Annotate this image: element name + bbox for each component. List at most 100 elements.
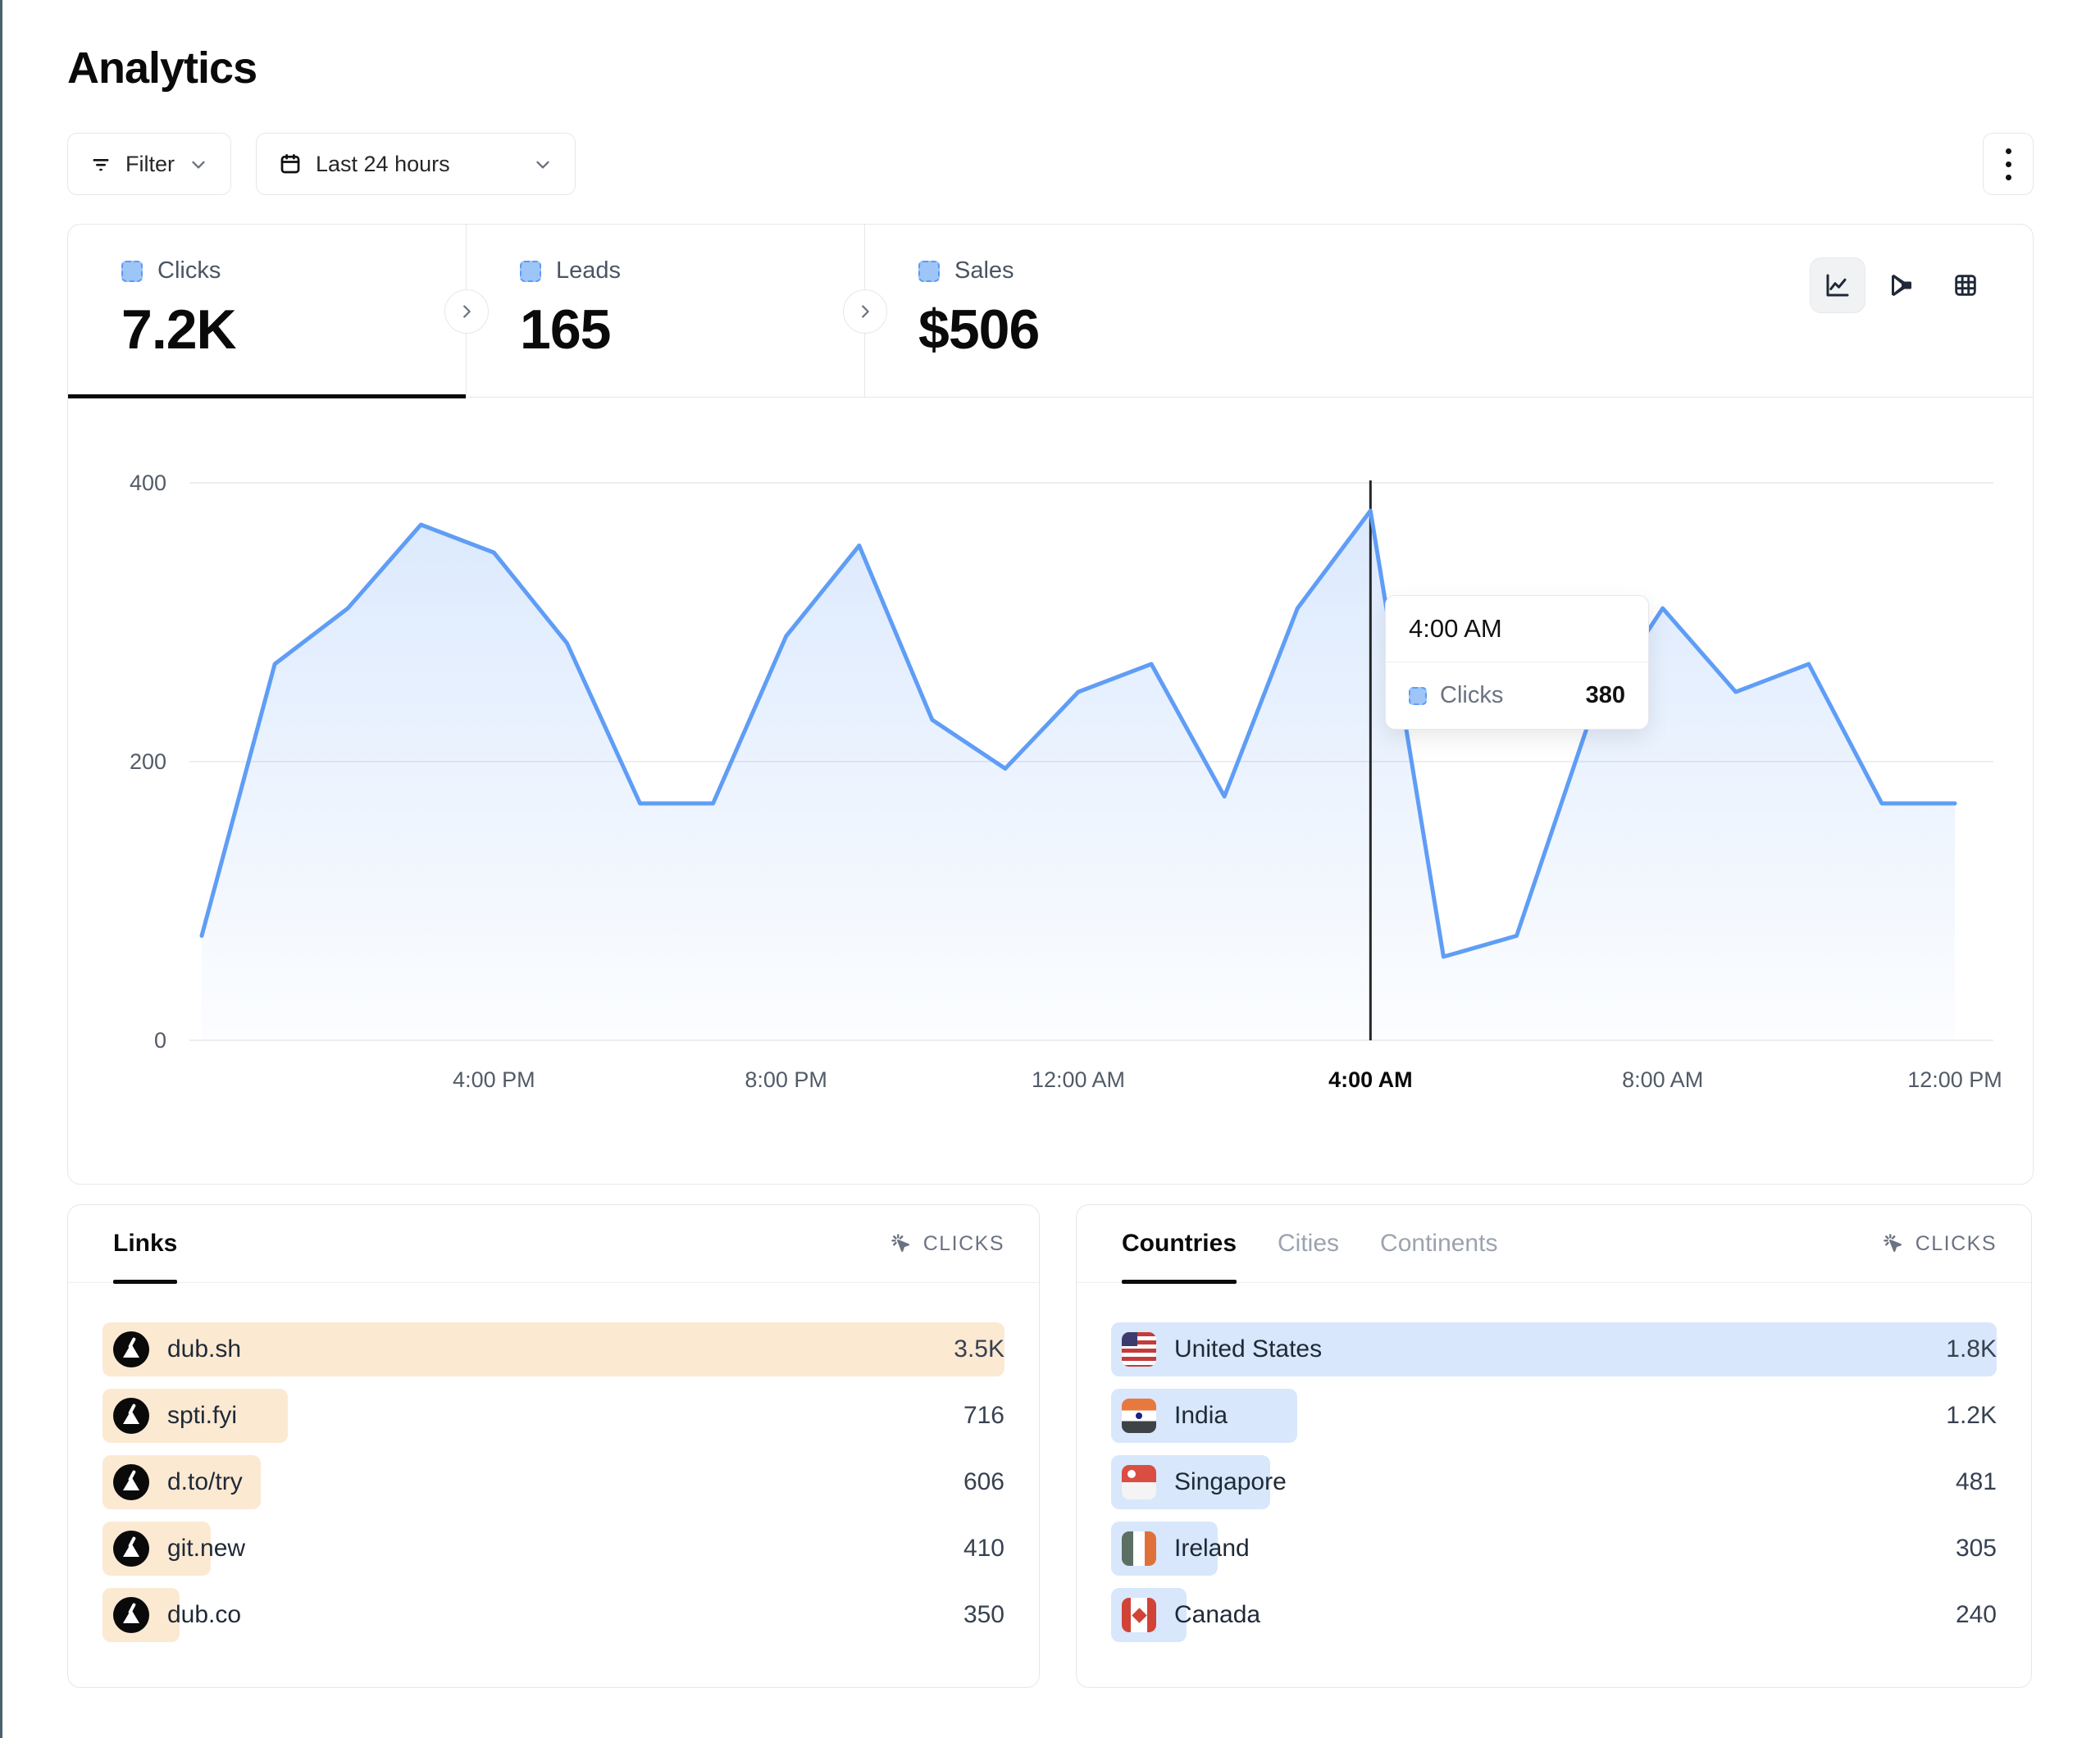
- grid-view-button[interactable]: [1938, 257, 1993, 313]
- chevron-down-icon: [188, 153, 209, 175]
- row-value: 350: [963, 1601, 1004, 1628]
- chart-svg: 0 200 400 4:00 PM 8:00 PM 12:00 AM 4:00 AM 8:00…: [130, 471, 2002, 1092]
- row-value: 1.2K: [1946, 1402, 1997, 1429]
- dub-logo-icon: [113, 1464, 149, 1500]
- date-range-button[interactable]: Last 24 hours: [256, 133, 576, 195]
- ie-flag-icon: [1122, 1531, 1156, 1566]
- dub-logo-icon: [113, 1398, 149, 1434]
- stat-label: Leads: [556, 257, 622, 284]
- table-row[interactable]: Canada 240: [1111, 1588, 1997, 1642]
- breakdown-panels: Links CLICKS dub.sh 3.5K spti.fyi 716 d.to/t…: [67, 1204, 2034, 1688]
- ca-flag-icon: [1122, 1598, 1156, 1632]
- countries-metric-selector[interactable]: CLICKS: [1881, 1231, 1997, 1256]
- table-row[interactable]: Ireland 305: [1111, 1522, 1997, 1576]
- filter-icon: [89, 152, 112, 175]
- sales-value: $506: [918, 298, 1040, 361]
- row-value: 481: [1955, 1468, 1997, 1495]
- dub-logo-icon: [113, 1531, 149, 1567]
- analytics-page: Analytics Filter Last 24 hours: [0, 0, 2100, 1688]
- x-axis-label: 8:00 AM: [1622, 1067, 1703, 1092]
- table-row[interactable]: Singapore 481: [1111, 1455, 1997, 1509]
- row-value: 3.5K: [954, 1335, 1004, 1363]
- tab-cities-label: Cities: [1278, 1230, 1340, 1257]
- filter-button[interactable]: Filter: [67, 133, 231, 195]
- table-row[interactable]: United States 1.8K: [1111, 1322, 1997, 1376]
- table-row[interactable]: git.new 410: [102, 1522, 1004, 1576]
- grid-icon: [1952, 271, 1979, 299]
- x-axis-label: 8:00 PM: [745, 1067, 827, 1092]
- us-flag-icon: [1122, 1332, 1156, 1367]
- stat-label: Clicks: [157, 257, 221, 284]
- more-options-button[interactable]: [1983, 133, 2034, 195]
- tooltip-series-label: Clicks: [1440, 682, 1504, 708]
- clicks-legend-icon: [121, 260, 143, 282]
- x-axis-label: 12:00 PM: [1907, 1067, 2002, 1092]
- calendar-icon: [278, 152, 303, 176]
- sg-flag-icon: [1122, 1465, 1156, 1499]
- links-metric-label: CLICKS: [922, 1231, 1004, 1255]
- tab-countries[interactable]: Countries: [1122, 1205, 1237, 1284]
- value-bar: [1111, 1322, 1997, 1376]
- page-title: Analytics: [67, 43, 257, 93]
- tooltip-time: 4:00 AM: [1386, 596, 1648, 662]
- table-row[interactable]: India 1.2K: [1111, 1389, 1997, 1443]
- chart-tooltip: 4:00 AM Clicks 380: [1385, 595, 1649, 730]
- clicks-legend-icon: [1409, 686, 1427, 705]
- tab-leads[interactable]: Leads 165: [467, 225, 865, 397]
- tab-countries-label: Countries: [1122, 1230, 1237, 1257]
- funnel-icon: [1887, 271, 1916, 300]
- chevron-down-icon: [532, 153, 553, 175]
- kebab-menu-icon: [2005, 148, 2011, 180]
- clicks-value: 7.2K: [121, 298, 237, 361]
- analytics-chart-card: Clicks 7.2K Leads 165 Sales $506: [67, 224, 2034, 1185]
- tab-continents[interactable]: Continents: [1380, 1205, 1497, 1282]
- leads-legend-icon: [520, 260, 541, 282]
- row-label: dub.sh: [167, 1335, 242, 1363]
- clicks-series-line: [199, 508, 1957, 959]
- funnel-view-button[interactable]: [1874, 257, 1929, 313]
- value-bar: [102, 1322, 1004, 1376]
- cursor-click-icon: [889, 1231, 913, 1256]
- tab-links[interactable]: Links: [113, 1205, 178, 1284]
- tab-sales[interactable]: Sales $506: [865, 225, 1264, 397]
- tab-cities[interactable]: Cities: [1278, 1205, 1339, 1282]
- table-row[interactable]: d.to/try 606: [102, 1455, 1004, 1509]
- row-label: Singapore: [1174, 1468, 1287, 1495]
- y-axis-label: 0: [154, 1028, 166, 1053]
- row-label: git.new: [167, 1535, 246, 1562]
- dub-logo-icon: [113, 1597, 149, 1633]
- countries-list: United States 1.8K India 1.2K Singapore 481 Ir…: [1077, 1283, 2031, 1687]
- row-label: United States: [1174, 1335, 1323, 1363]
- countries-panel: Countries Cities Continents: [1076, 1204, 2032, 1688]
- x-axis-label: 12:00 AM: [1032, 1067, 1125, 1092]
- links-metric-selector[interactable]: CLICKS: [889, 1231, 1004, 1256]
- clicks-area-chart[interactable]: 0 200 400 4:00 PM 8:00 PM 12:00 AM 4:00 AM 8:00…: [99, 471, 2010, 1106]
- line-chart-view-button[interactable]: [1810, 257, 1865, 313]
- chart-area-fill: [202, 511, 1955, 1040]
- in-flag-icon: [1122, 1399, 1156, 1433]
- table-row[interactable]: dub.sh 3.5K: [102, 1322, 1004, 1376]
- x-axis-label: 4:00 PM: [453, 1067, 535, 1092]
- leads-value: 165: [520, 298, 611, 361]
- expand-clicks-arrow[interactable]: [444, 289, 489, 334]
- line-chart-icon: [1823, 271, 1852, 300]
- row-label: dub.co: [167, 1601, 242, 1628]
- row-value: 410: [963, 1535, 1004, 1562]
- y-axis-label: 200: [130, 749, 166, 774]
- tab-clicks[interactable]: Clicks 7.2K: [68, 225, 467, 398]
- cursor-click-icon: [1881, 1231, 1906, 1256]
- y-axis-label: 400: [130, 471, 166, 495]
- x-axis-label: 4:00 AM: [1328, 1067, 1413, 1092]
- tooltip-value: 380: [1585, 682, 1625, 708]
- table-row[interactable]: spti.fyi 716: [102, 1389, 1004, 1443]
- row-value: 716: [963, 1402, 1004, 1429]
- stat-label: Sales: [954, 257, 1014, 284]
- date-range-label: Last 24 hours: [316, 151, 450, 176]
- links-list: dub.sh 3.5K spti.fyi 716 d.to/try 606 git.new 4…: [68, 1283, 1039, 1687]
- expand-leads-arrow[interactable]: [843, 289, 887, 334]
- filter-button-label: Filter: [125, 151, 175, 176]
- sales-legend-icon: [918, 260, 940, 282]
- table-row[interactable]: dub.co 350: [102, 1588, 1004, 1642]
- row-label: India: [1174, 1402, 1228, 1429]
- toolbar: Filter Last 24 hours: [67, 133, 2034, 195]
